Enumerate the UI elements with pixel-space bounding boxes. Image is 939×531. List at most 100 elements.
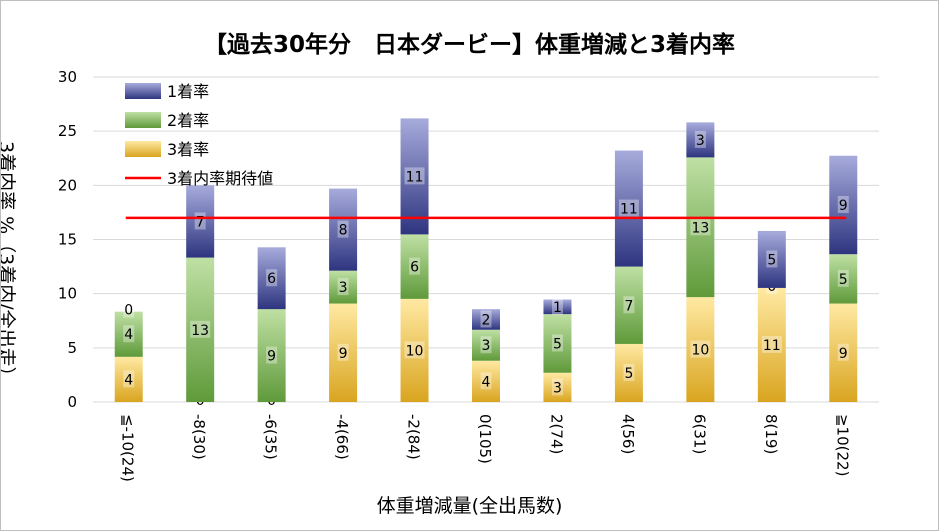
data-label-bg [123, 325, 135, 343]
data-label: 10 [406, 343, 424, 359]
data-label: 5 [767, 252, 776, 268]
bar-segment [400, 298, 429, 402]
legend-swatch [125, 83, 161, 99]
bar-segment [329, 188, 358, 271]
bar-segment [329, 303, 358, 402]
data-label-bg [404, 341, 425, 359]
data-label: 10 [691, 343, 709, 359]
y-tick-label: 0 [67, 393, 77, 411]
x-tick-label: 6(31) [690, 414, 708, 454]
x-tick-label: 4(56) [619, 414, 637, 454]
data-label: 8 [339, 223, 348, 239]
bar-segment [472, 329, 500, 361]
data-label: 7 [624, 298, 633, 314]
bar-segment [829, 155, 858, 255]
bar-segment [686, 157, 715, 298]
x-tick-label: 0(105) [476, 414, 494, 464]
bar-segment [829, 254, 858, 304]
bar-segment [543, 299, 572, 315]
bar-segment [186, 257, 215, 402]
bar-segment [686, 122, 715, 158]
data-label-bg [123, 370, 135, 388]
data-label-bg [551, 334, 563, 352]
data-label: 4 [124, 327, 133, 343]
bar-segment [472, 309, 500, 330]
data-label: 3 [482, 338, 491, 354]
bar-segment [543, 372, 572, 402]
bar-segment [114, 311, 143, 357]
data-label: 11 [620, 202, 638, 218]
data-label-bg [337, 220, 349, 238]
data-label-bg [623, 363, 635, 381]
data-label-bg [690, 218, 711, 236]
data-label-bg [480, 372, 492, 390]
x-tick-label: -8(30) [190, 414, 208, 460]
bar-segment [829, 303, 858, 402]
data-label-bg [337, 278, 349, 296]
data-label: 9 [839, 346, 848, 362]
y-tick-label: 5 [67, 339, 77, 357]
data-label-bg [623, 296, 635, 314]
data-label-bg [551, 378, 563, 396]
data-label: 5 [624, 366, 633, 382]
legend-label: 1着率 [167, 82, 209, 101]
data-label: 6 [267, 271, 276, 287]
data-label-bg [690, 340, 711, 358]
data-label-bg [766, 250, 778, 268]
data-label: 1 [553, 300, 562, 316]
data-label-bg [837, 195, 849, 213]
x-tick-label: 8(19) [762, 414, 780, 454]
data-label: 9 [339, 346, 348, 362]
bar-segment [472, 360, 500, 402]
data-label: 11 [406, 169, 424, 185]
data-label: 7 [196, 214, 205, 230]
data-label: 13 [691, 220, 709, 236]
y-tick-label: 25 [58, 122, 77, 140]
data-label-bg [337, 343, 349, 361]
y-tick-label: 20 [58, 176, 77, 194]
data-label: 5 [553, 336, 562, 352]
data-label-bg [694, 130, 706, 148]
chart-title: 【過去30年分 日本ダービー】体重増減と3着内率 [203, 32, 735, 58]
legend-label: 2着率 [167, 111, 209, 130]
data-label-bg [404, 167, 425, 185]
bar-segment [186, 185, 215, 258]
x-tick-label: 2(74) [547, 414, 565, 454]
data-label: 9 [267, 349, 276, 365]
data-label-bg [761, 335, 782, 353]
data-label: 5 [839, 272, 848, 288]
legend-label: 3着内率期待値 [167, 169, 273, 188]
data-label: 6 [410, 260, 419, 276]
data-label-bg [266, 269, 278, 287]
x-axis-label: 体重増減量(全出馬数) [376, 495, 563, 517]
legend-swatch [125, 141, 161, 157]
data-label-bg [480, 310, 492, 328]
data-label: 13 [191, 323, 209, 339]
data-label: 9 [839, 198, 848, 214]
x-tick-label: ≧10(22) [833, 414, 851, 476]
x-tick-label: -2(84) [405, 414, 423, 460]
bar-segment [614, 343, 643, 402]
data-label: 2 [482, 312, 491, 328]
data-label-bg [123, 300, 135, 318]
data-label: 3 [696, 133, 705, 149]
bar-segment [257, 247, 286, 310]
data-label-bg [190, 320, 211, 338]
legend-label: 3着率 [167, 140, 209, 159]
bar-segment [686, 297, 715, 402]
y-tick-label: 15 [58, 231, 77, 249]
data-label: 4 [124, 372, 133, 388]
data-label-bg [551, 297, 563, 315]
bar-segment [757, 287, 786, 402]
legend-swatch [125, 112, 161, 128]
y-tick-label: 30 [58, 68, 77, 86]
data-label-bg [409, 257, 421, 275]
data-label-bg [837, 343, 849, 361]
bar-segment [614, 266, 643, 344]
data-label-bg [194, 212, 206, 230]
bar-segment [543, 314, 572, 373]
bar-segment [614, 150, 643, 267]
data-label: 11 [763, 338, 781, 354]
